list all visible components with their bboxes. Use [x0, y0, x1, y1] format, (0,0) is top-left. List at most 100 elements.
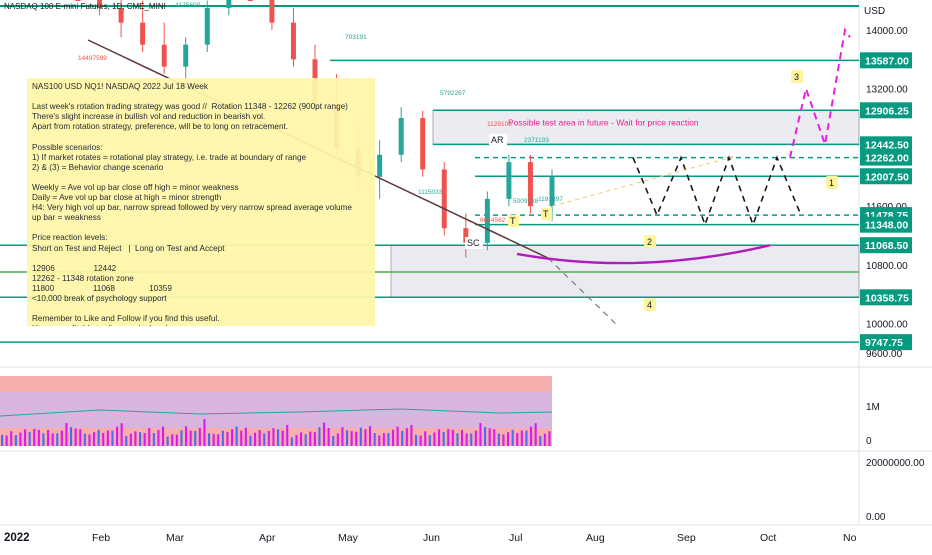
- candle-body: [269, 0, 275, 23]
- volume-bar: [148, 428, 151, 446]
- volume-bar: [162, 426, 165, 446]
- volume-bar: [70, 427, 73, 446]
- x-tick-label: No: [843, 532, 857, 544]
- note-line: Apart from rotation strategy, preference…: [32, 122, 289, 132]
- volume-bar: [185, 426, 188, 446]
- volume-bar: [392, 429, 395, 446]
- price-annotation: 14497599: [78, 55, 107, 62]
- volume-bar: [120, 423, 123, 446]
- volume-bar: [231, 429, 234, 446]
- volume-bar: [83, 433, 86, 446]
- candle-body: [75, 0, 81, 1]
- level-label: 12007.50: [865, 171, 909, 183]
- volume-bar: [373, 433, 376, 446]
- note-line: Short on Test and Reject | Long on Test …: [32, 243, 225, 253]
- volume-bar: [470, 433, 473, 446]
- volume-bar: [378, 435, 381, 446]
- volume-bar: [258, 430, 261, 446]
- scenario-badge: [791, 70, 803, 83]
- wyckoff-badge: [489, 134, 507, 146]
- volume-bar: [272, 428, 275, 446]
- volume-bar: [194, 430, 197, 446]
- level-badge: [860, 216, 912, 233]
- volume-bar: [116, 426, 119, 446]
- volume-bar: [47, 430, 50, 446]
- volume-bar: [511, 429, 514, 446]
- candle-body: [506, 162, 512, 199]
- price-annotation: 1115033: [418, 189, 443, 196]
- oscillator-axis-label: 0.00: [866, 512, 886, 523]
- note-line: [32, 223, 370, 233]
- volume-bar: [350, 431, 353, 446]
- volume-bar: [51, 433, 54, 446]
- x-tick-label: Feb: [92, 532, 110, 544]
- volume-bar: [125, 435, 128, 446]
- level-label: 11068.50: [865, 240, 908, 252]
- volume-bar: [419, 435, 422, 446]
- volume-bar: [438, 429, 441, 446]
- volume-bar: [415, 434, 418, 446]
- volume-axis-label: 0: [866, 436, 872, 447]
- volume-bar: [396, 426, 399, 446]
- x-tick-label: Apr: [259, 532, 276, 544]
- candle-body: [161, 44, 167, 67]
- volume-bar: [189, 430, 192, 446]
- scenario-marker: 2: [647, 237, 652, 247]
- volume-bar: [507, 432, 510, 446]
- volume-bar: [106, 430, 109, 446]
- volume-bar: [79, 429, 82, 446]
- oscillator-axis-label: 20000000.00: [866, 458, 925, 469]
- candle-body: [463, 228, 469, 243]
- price-annotation: 4175600: [175, 2, 201, 9]
- note-line: Last week's rotation trading strategy wa…: [32, 102, 348, 112]
- volume-bar: [42, 433, 45, 446]
- volume-bar: [217, 434, 220, 446]
- zone-box: [390, 244, 860, 298]
- volume-bar: [5, 435, 8, 446]
- volume-bar: [327, 428, 330, 446]
- wyckoff-badge: [508, 215, 519, 227]
- volume-bar: [180, 430, 183, 446]
- volume-bar: [33, 428, 36, 446]
- volume-bar: [235, 426, 238, 446]
- volume-bar: [456, 433, 459, 446]
- level-badge: [860, 289, 912, 306]
- volume-bar: [24, 429, 27, 446]
- volume-bar: [520, 430, 523, 446]
- price-annotation: 6044562: [480, 217, 506, 224]
- scenario-marker: 1: [829, 178, 834, 188]
- volume-bar: [461, 430, 464, 446]
- volume-bar: [267, 430, 270, 446]
- volume-ma-line: [0, 408, 553, 417]
- volume-bar: [410, 425, 413, 446]
- volume-bar: [474, 430, 477, 446]
- zone-label: Possible test area in future - Wait for …: [508, 117, 699, 127]
- price-annotation: 1129106: [487, 121, 512, 128]
- level-label: 12262.00: [865, 153, 909, 165]
- volume-bar: [488, 428, 491, 446]
- volume-bar: [424, 431, 427, 446]
- volume-inner-band: [0, 392, 552, 428]
- note-line: [32, 92, 370, 102]
- volume-bar: [88, 434, 91, 446]
- note-line: up bar = weakness: [32, 213, 101, 223]
- volume-bar: [539, 435, 542, 446]
- scenario-paths: 1 2 3 4 AR SC T T 4175600 14497599 703191 5792267 11…: [78, 2, 851, 311]
- volume-bar: [465, 433, 468, 446]
- volume-bar: [102, 433, 105, 446]
- volume-bar: [281, 430, 284, 446]
- volume-bar: [525, 430, 528, 446]
- wyckoff-label: T: [543, 209, 549, 219]
- volume-bar: [428, 435, 431, 446]
- volume-bar: [10, 431, 13, 446]
- wyckoff-label: T: [510, 216, 516, 226]
- y-tick-label: 13200.00: [866, 85, 908, 96]
- volume-bar: [208, 433, 211, 446]
- volume-bar: [129, 433, 132, 446]
- note-line: [32, 173, 370, 183]
- volume-bar: [451, 429, 454, 446]
- volume-bar: [382, 433, 385, 446]
- note-line: <10,000 break of psychology support: [32, 293, 167, 303]
- volume-bar: [93, 432, 96, 446]
- volume-bar: [442, 431, 445, 446]
